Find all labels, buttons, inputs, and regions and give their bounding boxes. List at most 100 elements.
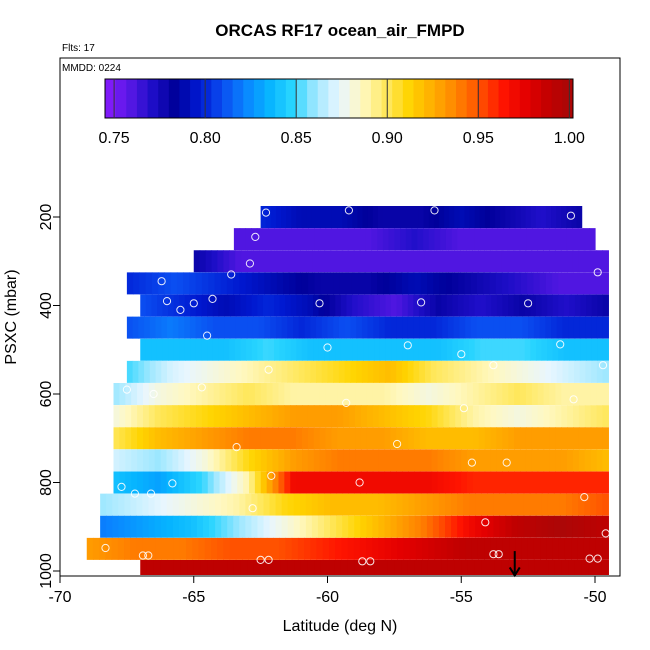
- heatmap-cell-4-36: [340, 294, 348, 317]
- flight-point-50: [264, 555, 273, 565]
- heatmap-cell-5-61: [476, 316, 483, 339]
- colorbar-swatch-20: [317, 79, 329, 118]
- heatmap-cell-8-26: [266, 383, 274, 405]
- heatmap-cell-2-14: [276, 250, 284, 273]
- heatmap-cell-13-37: [324, 493, 331, 516]
- heatmap-cell-4-18: [240, 294, 247, 317]
- heatmap-cell-14-11: [166, 515, 174, 538]
- colorbar-swatch-3: [136, 79, 149, 118]
- heatmap-cell-16-41: [414, 560, 422, 575]
- heatmap-cell-14-76: [559, 515, 567, 538]
- heatmap-cell-16-22: [287, 560, 295, 575]
- heatmap-cell-7-16: [218, 360, 225, 383]
- heatmap-cell-8-75: [555, 383, 562, 405]
- x-axis: -70 -65 -60 -55 -50: [48, 576, 607, 606]
- heatmap-cell-1-59: [572, 228, 579, 251]
- colorbar-swatch-24: [360, 79, 372, 118]
- heatmap-cell-11-73: [543, 449, 551, 472]
- flight-point-52: [366, 557, 375, 566]
- heatmap-cell-3-16: [226, 272, 234, 295]
- heatmap-cell-13-73: [541, 493, 549, 516]
- heatmap-cell-12-77: [567, 471, 574, 494]
- heatmap-cell-8-80: [584, 383, 592, 405]
- heatmap-cell-13-17: [202, 493, 210, 516]
- heatmap-cell-4-55: [446, 294, 453, 317]
- heatmap-cell-13-44: [366, 493, 373, 516]
- heatmap-cell-16-67: [588, 560, 596, 575]
- heatmap-cell-9-7: [154, 405, 162, 428]
- heatmap-cell-13-5: [130, 493, 138, 516]
- heatmap-cell-10-76: [561, 427, 568, 450]
- heatmap-cell-9-35: [319, 405, 327, 428]
- heatmap-cell-10-61: [472, 427, 480, 450]
- heatmap-cell-12-22: [243, 471, 250, 494]
- heatmap-cell-12-11: [178, 471, 185, 494]
- heatmap-cell-10-32: [302, 427, 309, 450]
- heatmap-cell-13-26: [257, 493, 265, 516]
- heatmap-cell-12-72: [537, 471, 545, 494]
- heatmap-cell-11-42: [360, 449, 368, 472]
- heatmap-cell-15-33: [291, 537, 299, 560]
- heatmap-cell-8-44: [372, 383, 380, 405]
- heatmap-cell-12-75: [555, 471, 562, 494]
- heatmap-cell-9-40: [349, 405, 356, 428]
- heatmap-cell-4-14: [218, 294, 225, 317]
- heatmap-cell-1-19: [342, 228, 350, 251]
- heatmap-cell-3-4: [151, 272, 159, 295]
- heatmap-cell-3-76: [602, 272, 609, 295]
- heatmap-cell-6-78: [574, 338, 582, 361]
- heatmap-cell-3-34: [339, 272, 347, 295]
- heatmap-cell-13-2: [112, 493, 119, 516]
- heatmap-cell-0-10: [311, 206, 318, 228]
- heatmap-cell-8-11: [178, 383, 185, 405]
- heatmap-cell-15-42: [347, 537, 355, 560]
- heatmap-cell-13-65: [493, 493, 501, 516]
- heatmap-cell-12-69: [520, 471, 527, 494]
- heatmap-cell-7-72: [539, 360, 546, 383]
- heatmap-cell-6-24: [274, 338, 281, 361]
- heatmap-cell-9-62: [478, 405, 486, 428]
- heatmap-cell-6-45: [391, 338, 398, 361]
- heatmap-cell-6-39: [357, 338, 364, 361]
- heatmap-cell-16-12: [220, 560, 228, 575]
- heatmap-cell-11-57: [449, 449, 456, 472]
- heatmap-cell-10-30: [290, 427, 297, 450]
- heatmap-cell-1-61: [583, 228, 590, 251]
- heatmap-cell-5-82: [596, 316, 604, 339]
- heatmap-cell-15-72: [533, 537, 541, 560]
- flight-point-34: [267, 471, 276, 480]
- heatmap-cell-6-62: [485, 338, 492, 361]
- flight-point-35: [355, 478, 364, 487]
- heatmap-cell-12-30: [290, 471, 297, 494]
- flight-point-15: [524, 299, 533, 308]
- heatmap-cell-4-49: [413, 294, 420, 317]
- heatmap-cell-14-82: [596, 515, 603, 538]
- heatmap-cell-6-22: [262, 338, 270, 361]
- heatmap-cell-15-45: [366, 537, 373, 560]
- colorbar-swatch-39: [519, 79, 531, 118]
- heatmap-cell-15-44: [359, 537, 367, 560]
- x-tick-label-0: -70: [48, 589, 71, 606]
- heatmap-cell-7-64: [493, 360, 501, 383]
- heatmap-cell-10-63: [484, 427, 492, 450]
- heatmap-cell-2-43: [448, 250, 455, 273]
- heatmap-cell-16-33: [360, 560, 369, 575]
- heatmap-cell-1-25: [377, 228, 384, 251]
- heatmap-cell-8-13: [190, 383, 197, 405]
- flight-point-21: [264, 365, 273, 374]
- heatmap-cell-11-7: [154, 449, 162, 472]
- heatmap-cell-15-19: [204, 537, 212, 560]
- heatmap-cell-6-14: [218, 338, 225, 361]
- colorbar-swatch-2: [126, 79, 138, 118]
- flights-annotation: Flts: 17: [62, 43, 95, 54]
- heatmap-cell-2-53: [507, 250, 515, 273]
- heatmap-cell-0-27: [398, 206, 404, 228]
- heatmap-cell-6-42: [374, 338, 381, 361]
- heatmap-cell-9-0: [113, 405, 120, 428]
- heatmap-cell-1-62: [589, 228, 596, 251]
- heatmap-cell-14-0: [100, 515, 107, 538]
- heatmap-cell-5-44: [379, 316, 386, 339]
- colorbar-swatch-35: [477, 79, 489, 118]
- heatmap-cell-3-0: [126, 272, 134, 295]
- heatmap-cell-12-13: [190, 471, 197, 494]
